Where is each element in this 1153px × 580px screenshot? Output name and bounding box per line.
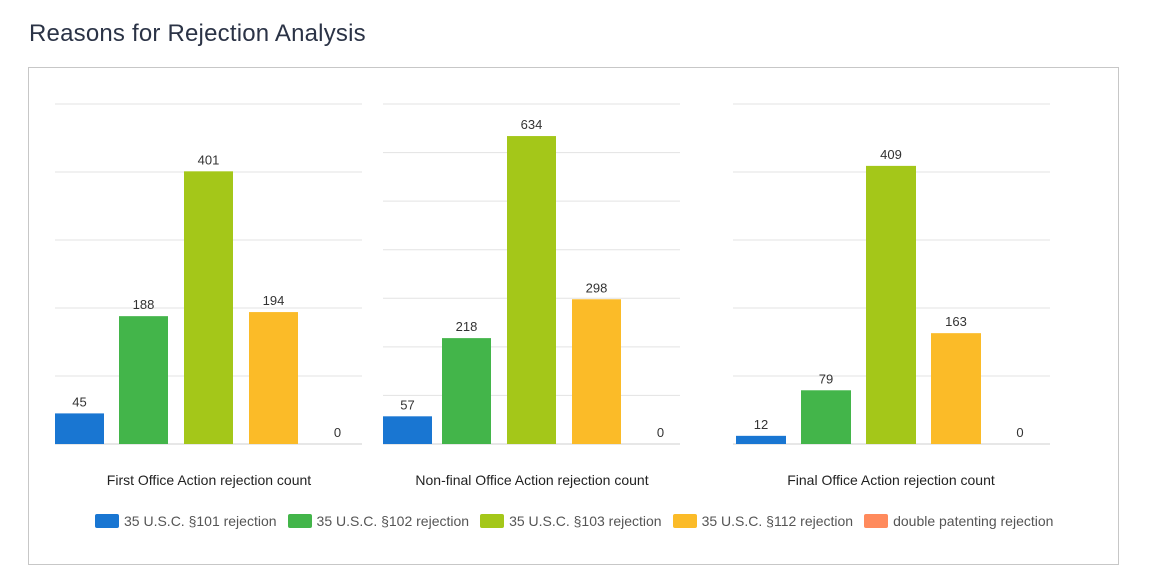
data-label: 194 — [263, 293, 285, 308]
chart-3: 12 79 409 163 0 Final Office Action rejection… — [733, 103, 1050, 488]
legend-label: 35 U.S.C. §102 rejection — [316, 513, 470, 529]
data-label: 0 — [1016, 425, 1023, 440]
data-label: 79 — [819, 371, 833, 386]
data-label: 45 — [72, 394, 86, 409]
legend-swatch — [287, 514, 312, 528]
legend-label: double patenting rejection — [893, 513, 1054, 529]
bar-s102 — [442, 338, 491, 444]
chart-2: 57 218 634 298 0 Non-final Office Action reje… — [383, 103, 680, 488]
bar-s112 — [249, 312, 298, 444]
data-label: 634 — [521, 117, 543, 132]
data-label: 401 — [198, 152, 220, 167]
legend-item[interactable]: 35 U.S.C. §112 rejection — [672, 513, 854, 529]
bar-s101 — [736, 435, 786, 444]
data-label: 298 — [586, 280, 608, 295]
data-label: 12 — [754, 417, 768, 432]
data-label: 218 — [456, 319, 478, 334]
bar-s103 — [866, 165, 916, 444]
x-axis-label: Final Office Action rejection count — [787, 472, 995, 488]
legend-swatch — [95, 514, 119, 528]
legend-swatch — [672, 514, 697, 528]
bar-s103 — [507, 136, 556, 445]
data-label: 409 — [880, 147, 902, 162]
x-axis-label: First Office Action rejection count — [107, 472, 311, 488]
bar-s103 — [184, 171, 233, 444]
data-label: 0 — [334, 425, 341, 440]
legend-swatch — [480, 514, 505, 528]
legend-item[interactable]: 35 U.S.C. §103 rejection — [480, 513, 662, 529]
legend-label: 35 U.S.C. §112 rejection — [701, 513, 854, 529]
bar-s112 — [931, 333, 981, 444]
legend-swatch — [864, 514, 889, 528]
legend: 35 U.S.C. §101 rejection 35 U.S.C. §102 r… — [95, 513, 1064, 529]
legend-label: 35 U.S.C. §101 rejection — [124, 513, 277, 529]
legend-item[interactable]: double patenting rejection — [864, 513, 1053, 529]
legend-label: 35 U.S.C. §103 rejection — [509, 513, 662, 529]
legend-item[interactable]: 35 U.S.C. §101 rejection — [95, 513, 277, 529]
bar-s112 — [572, 299, 621, 444]
data-label: 0 — [657, 425, 664, 440]
data-label: 57 — [400, 397, 414, 412]
legend-item[interactable]: 35 U.S.C. §102 rejection — [287, 513, 470, 529]
bar-s102 — [801, 390, 851, 444]
chart-1: 45 188 401 194 0 First Office Action rejectio… — [55, 103, 362, 488]
data-label: 188 — [133, 297, 155, 312]
page-title: Reasons for Rejection Analysis — [29, 20, 366, 47]
bar-s101 — [55, 413, 104, 444]
data-label: 163 — [945, 314, 967, 329]
bar-s102 — [119, 316, 168, 444]
x-axis-label: Non-final Office Action rejection count — [415, 472, 648, 488]
bar-s101 — [383, 416, 432, 444]
